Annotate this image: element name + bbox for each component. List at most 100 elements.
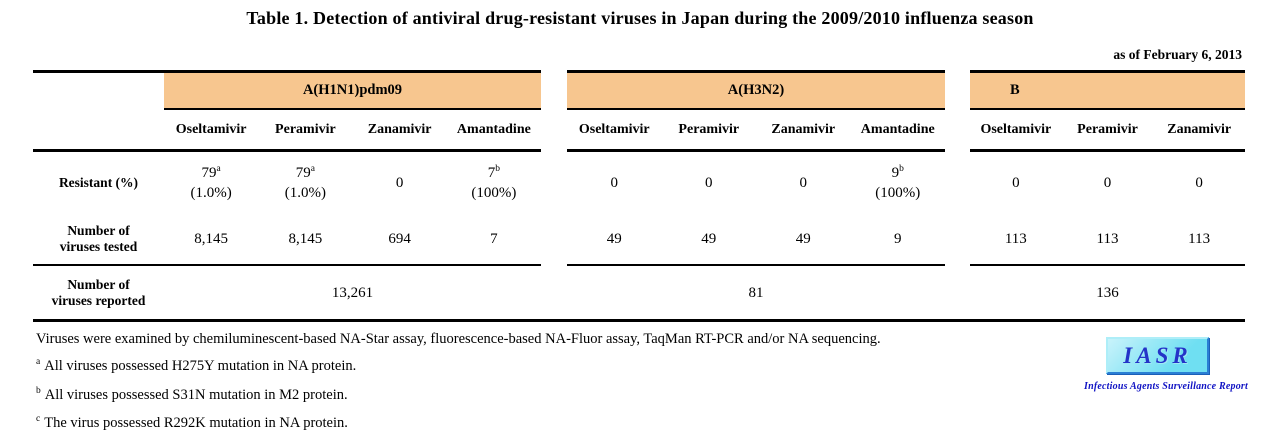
cell-value: 0: [1103, 175, 1112, 191]
table-cell: 9: [894, 231, 902, 247]
footnote-text: The virus possessed R292K mutation in NA…: [44, 414, 348, 431]
cell-value: 0: [1012, 175, 1020, 191]
iasr-logo: IASR: [1106, 337, 1209, 374]
table-cell: 0: [662, 152, 757, 214]
drug-headers-h3n2: Oseltamivir Peramivir Zanamivir Amantadi…: [567, 110, 945, 152]
group-gap: [945, 70, 970, 110]
cell-percent: (100%): [875, 185, 921, 201]
footnote-a: a All viruses possessed H275Y mutation in…: [36, 357, 356, 375]
row-label-tested: Number of viruses tested: [33, 214, 164, 266]
row-label-text: Number of: [67, 276, 130, 292]
group-gap: [541, 152, 567, 214]
table-cell: 0: [567, 152, 662, 214]
resistant-values-b: 0 0 0: [970, 152, 1245, 214]
table-cell: 694: [388, 231, 411, 247]
drug-header-spacer: [33, 110, 164, 152]
drug-header: Peramivir: [275, 121, 336, 137]
reported-value-h1n1: 13,261: [331, 284, 374, 301]
table-cell: 8,145: [288, 231, 323, 247]
drug-header: Amantadine: [456, 121, 531, 137]
resistant-values-h3n2: 0 0 0 9b (100%): [567, 152, 945, 214]
table-cell: 113: [1188, 231, 1211, 247]
tested-values-b: 113 113 113: [970, 214, 1245, 266]
group-header-b: B: [970, 70, 1245, 110]
group-header-h1n1: A(H1N1)pdm09: [164, 70, 541, 110]
resistance-table: A(H1N1)pdm09 A(H3N2) B Oseltamivir Peram…: [33, 70, 1245, 322]
footnote-marker: a: [36, 357, 41, 367]
row-label-reported: Number of viruses reported: [33, 266, 164, 319]
table-bottom-rule: [33, 319, 1245, 322]
drug-header: Zanamivir: [367, 121, 432, 137]
group-gap: [945, 266, 970, 319]
cell-value: 79a: [295, 164, 315, 181]
cell-value: 0: [1195, 175, 1203, 191]
iasr-logo-text: IASR: [1123, 342, 1192, 368]
reported-value-b: 136: [1096, 284, 1119, 301]
reported-value-h3n2: 81: [748, 284, 764, 301]
tested-values-h1n1: 8,145 8,145 694 7: [164, 214, 541, 266]
cell-value: 0: [799, 175, 808, 191]
drug-header: Amantadine: [860, 121, 935, 137]
footnote-b: b All viruses possessed S31N mutation in …: [36, 386, 348, 404]
drug-header: Zanamivir: [771, 121, 836, 137]
cell-percent: (1.0%): [284, 185, 326, 201]
tested-values-h3n2: 49 49 49 9: [567, 214, 945, 266]
drug-header: Oseltamivir: [175, 121, 247, 137]
footnote-text: All viruses possessed S31N mutation in M…: [44, 386, 348, 403]
group-gap: [541, 110, 567, 152]
cell-percent: (1.0%): [190, 185, 232, 201]
footnote-c: c The virus possessed R292K mutation in N…: [36, 414, 348, 432]
table-cell: 9b (100%): [851, 152, 946, 214]
table-cell: 7b (100%): [447, 152, 541, 214]
table-cell: 0: [1153, 152, 1245, 214]
row-label-text: viruses reported: [51, 292, 146, 308]
table-cell: 49: [795, 231, 811, 247]
group-gap: [945, 214, 970, 266]
page-title: Table 1. Detection of antiviral drug-res…: [246, 8, 1034, 28]
drug-header: Peramivir: [1077, 121, 1138, 137]
table-cell: 49: [701, 231, 717, 247]
row-label-text: viruses tested: [59, 239, 138, 254]
drug-header: Oseltamivir: [980, 121, 1052, 137]
table-cell: 0: [353, 152, 447, 214]
row-label-text: Resistant (%): [58, 175, 139, 190]
group-gap: [541, 214, 567, 266]
cell-value: 0: [395, 175, 404, 191]
table-cell: 0: [1062, 152, 1154, 214]
table-cell: 79a (1.0%): [164, 152, 258, 214]
iasr-logo-caption: Infectious Agents Surveillance Report: [1084, 381, 1248, 392]
group-gap: [541, 266, 567, 319]
corner-cell: [33, 70, 164, 110]
row-label-text: Number of: [67, 223, 130, 238]
table-cell: 7: [490, 231, 498, 247]
resistant-values-h1n1: 79a (1.0%) 79a (1.0%) 0 7b (100%): [164, 152, 541, 214]
cell-value: 0: [705, 175, 713, 191]
table-cell: 49: [606, 231, 622, 247]
cell-value: 79a: [201, 164, 221, 181]
group-header-h3n2: A(H3N2): [567, 70, 945, 110]
group-gap: [945, 152, 970, 214]
table-cell: 113: [1096, 231, 1119, 247]
footnote-marker: b: [36, 386, 41, 396]
footnote-marker: c: [36, 414, 41, 424]
table-cell: 0: [756, 152, 851, 214]
group-gap: [945, 110, 970, 152]
table-cell: 8,145: [194, 231, 228, 247]
as-of-date: as of February 6, 2013: [1113, 47, 1242, 62]
cell-value: 9b: [891, 164, 904, 181]
table-cell: 0: [970, 152, 1062, 214]
cell-value: 0: [610, 175, 619, 191]
drug-header: Zanamivir: [1167, 121, 1232, 137]
table-cell: 113: [1004, 231, 1027, 247]
row-label-resistant: Resistant (%): [33, 152, 164, 214]
drug-headers-h1n1: Oseltamivir Peramivir Zanamivir Amantadi…: [164, 110, 541, 152]
cell-percent: (100%): [471, 185, 517, 201]
footnote-methods: Viruses were examined by chemiluminescen…: [36, 331, 881, 347]
drug-headers-b: Oseltamivir Peramivir Zanamivir: [970, 110, 1245, 152]
footnote-text: All viruses possessed H275Y mutation in …: [44, 357, 357, 374]
drug-header: Peramivir: [678, 121, 740, 137]
drug-header: Oseltamivir: [578, 121, 650, 137]
cell-value: 7b: [487, 164, 500, 181]
group-gap: [541, 70, 567, 110]
table-cell: 79a (1.0%): [258, 152, 352, 214]
